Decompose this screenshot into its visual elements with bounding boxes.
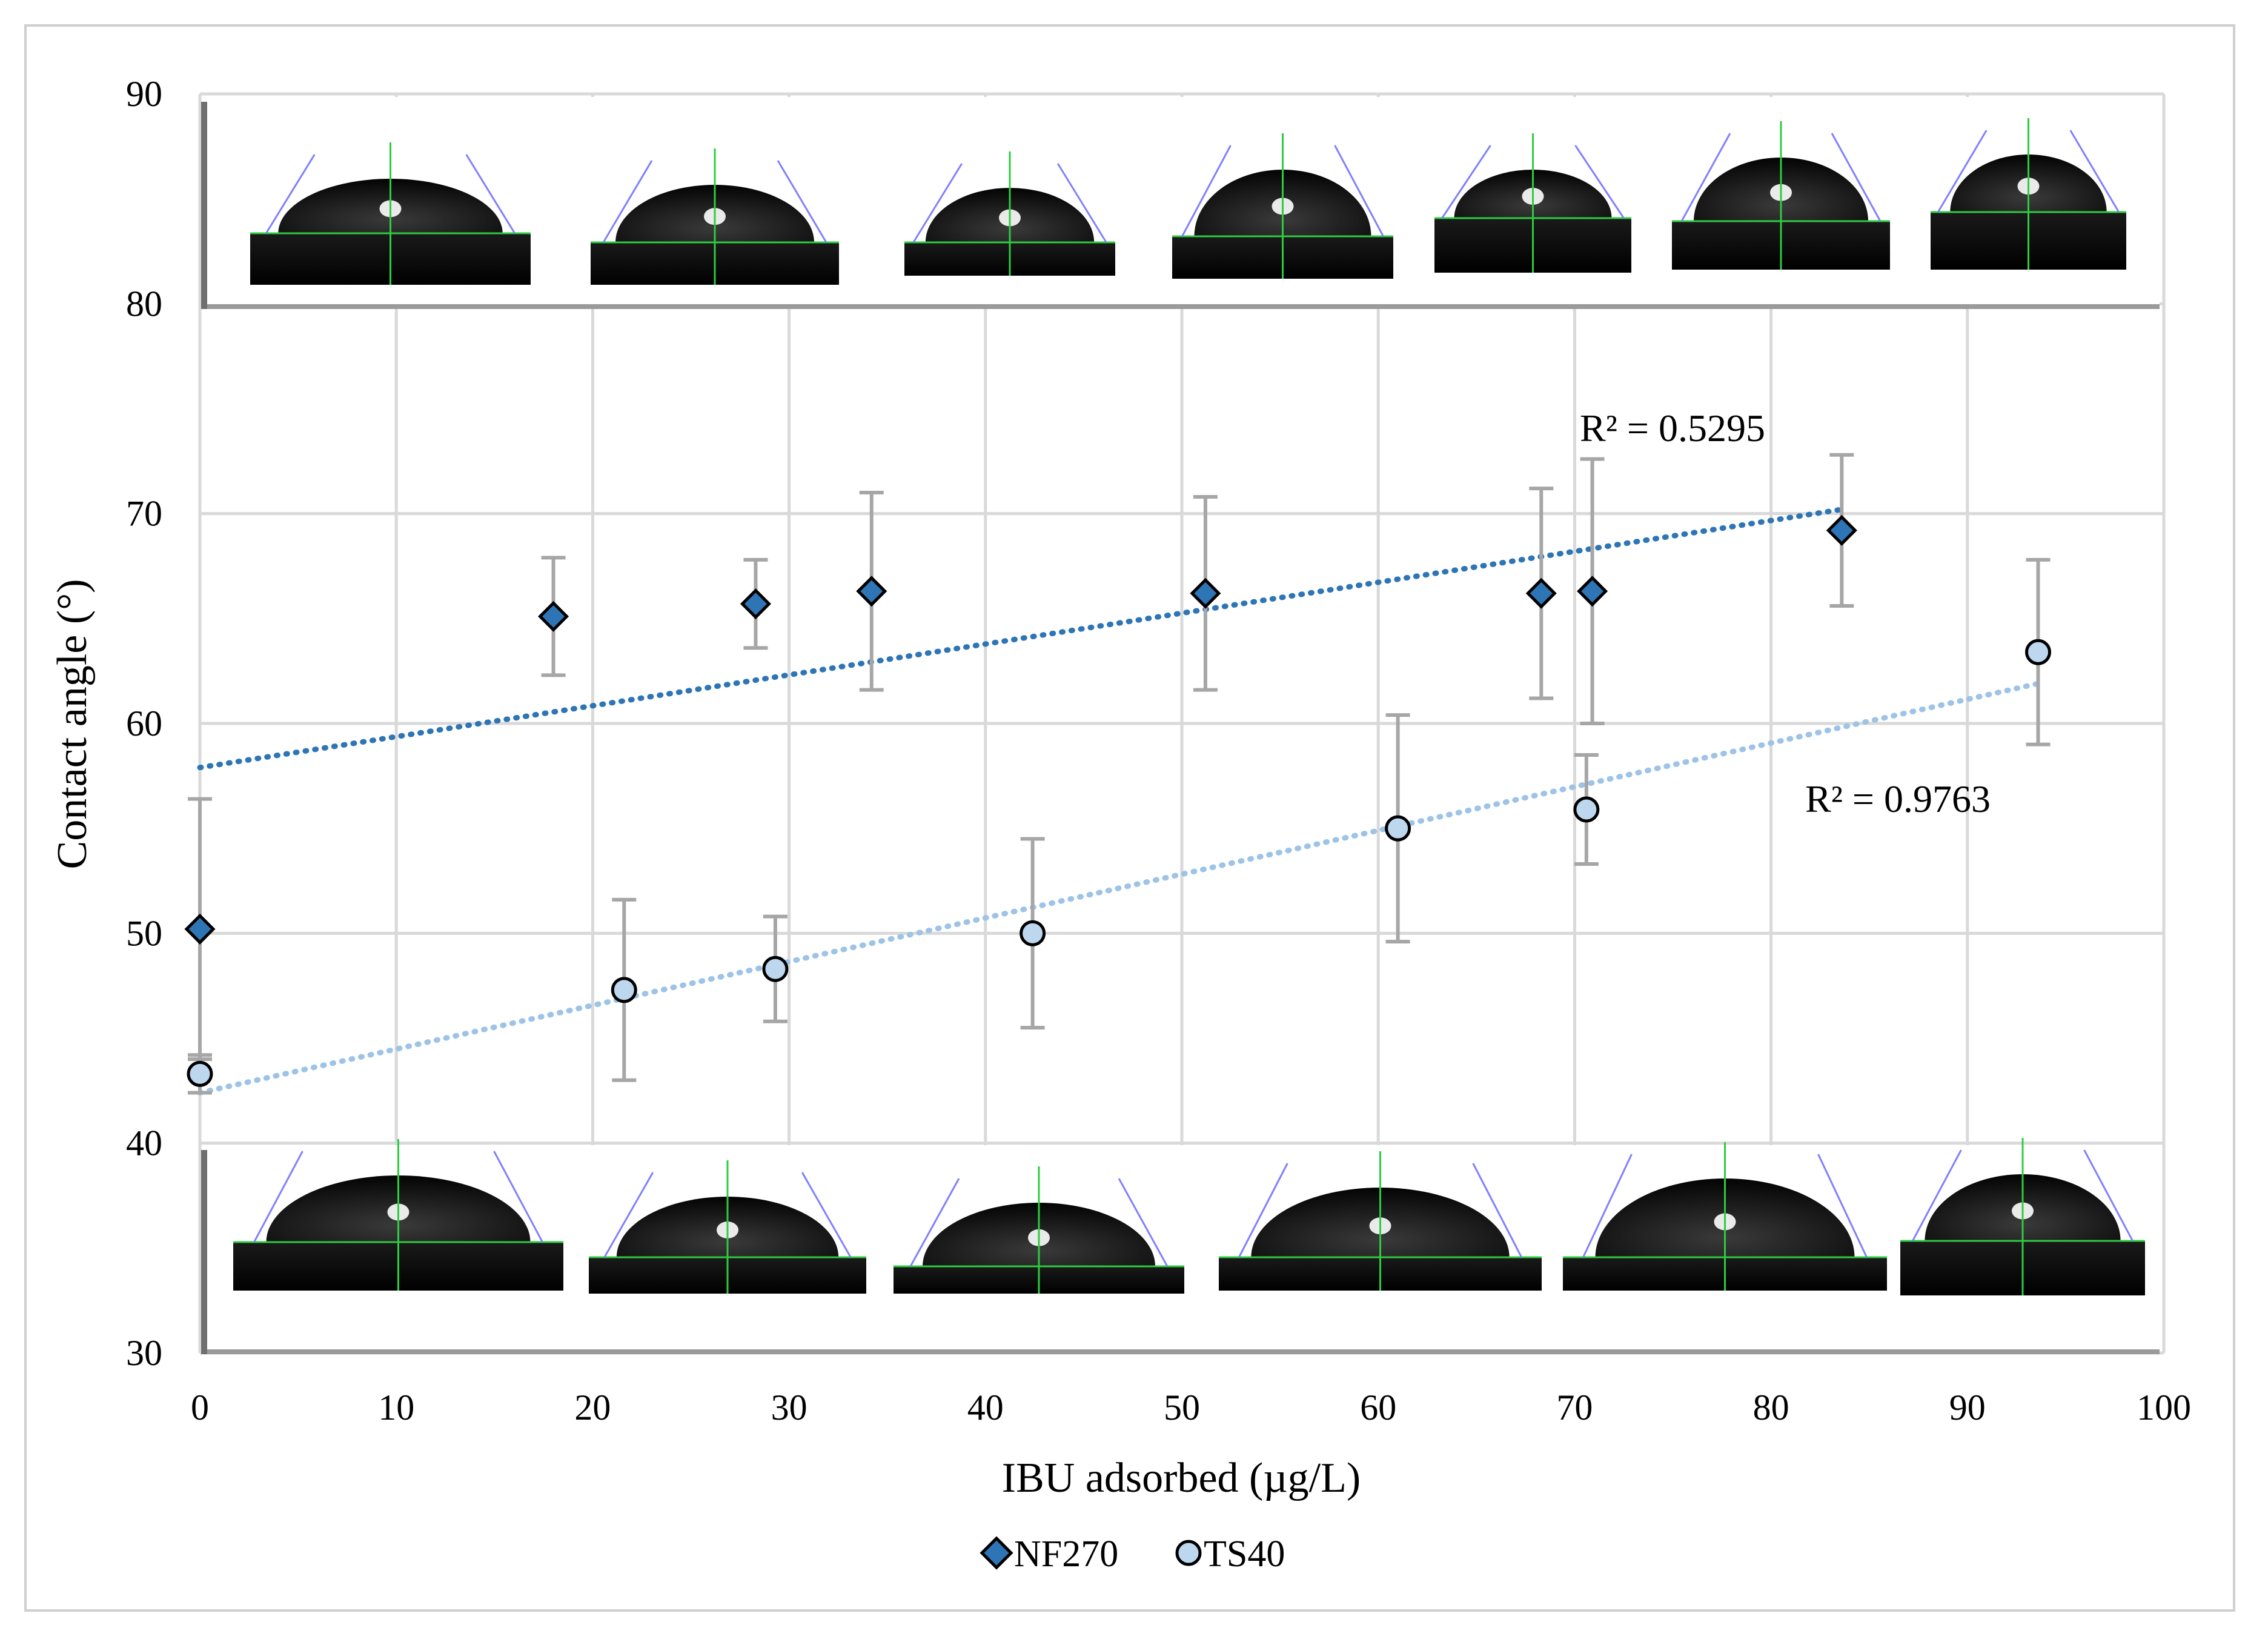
x-tick-label: 60 [1360, 1388, 1396, 1428]
y-tick-label: 60 [126, 703, 162, 743]
data-point-nf270 [740, 588, 772, 620]
legend-marker-nf270 [980, 1536, 1013, 1570]
tangent-marker [1441, 145, 1491, 219]
legend-label-ts40: TS40 [1204, 1534, 1285, 1575]
tangent-marker [1582, 1154, 1633, 1258]
trendlines [197, 507, 2041, 1096]
legend-label-nf270: NF270 [1014, 1534, 1118, 1575]
tangent-marker [2069, 130, 2120, 213]
tangent-marker [909, 1178, 960, 1267]
tangent-marker [1181, 145, 1232, 237]
data-point-ts40 [187, 1060, 213, 1087]
x-tick-label: 50 [1164, 1388, 1200, 1428]
x-tick-label: 40 [967, 1388, 1004, 1428]
tangent-marker [1817, 1154, 1868, 1258]
y-tick-label: 80 [126, 284, 162, 324]
x-axis-title: IBU adsorbed (µg/L) [1002, 1455, 1361, 1501]
data-point-nf270 [1525, 577, 1557, 609]
tangent-marker [465, 154, 516, 234]
droplet-photo [904, 151, 1115, 276]
droplet-photo [1563, 1142, 1887, 1291]
droplet-photo [591, 148, 839, 285]
tangent-marker [1118, 1178, 1169, 1267]
y-tick-label: 90 [126, 74, 162, 114]
x-tick-label: 10 [378, 1388, 414, 1428]
droplet-photo [589, 1160, 866, 1294]
legend-marker-ts40 [1175, 1540, 1202, 1566]
data-markers [184, 514, 2052, 1087]
legend: NF270 TS40 [980, 1534, 1285, 1575]
tick-labels: 0 10 20 30 40 50 60 70 80 90 100 30 40 50 60 70 80 90 [126, 74, 2191, 1428]
droplet-photo [1434, 133, 1631, 273]
data-point-ts40 [762, 956, 789, 982]
tangent-marker [1238, 1163, 1288, 1258]
y-tick-label: 50 [126, 913, 162, 953]
tangent-marker [1937, 130, 1988, 213]
photo-strip-shadow [207, 304, 2160, 309]
x-tick-label: 20 [574, 1388, 611, 1428]
data-point-nf270 [856, 576, 887, 607]
y-tick-label: 30 [126, 1333, 162, 1373]
tangent-marker [1056, 163, 1107, 243]
tangent-marker [602, 160, 653, 243]
droplet-photo [233, 1139, 563, 1291]
droplet-photo [894, 1166, 1184, 1294]
data-point-ts40 [2025, 639, 2052, 665]
x-tick-label: 70 [1556, 1388, 1593, 1428]
data-point-ts40 [1020, 920, 1046, 946]
data-point-ts40 [1573, 796, 1600, 823]
x-tick-label: 30 [771, 1388, 807, 1428]
x-tick-label: 90 [1949, 1388, 1986, 1428]
tangent-marker [265, 154, 316, 234]
data-point-nf270 [1826, 514, 1857, 546]
r2-label-nf270: R² = 0.5295 [1580, 407, 1765, 450]
data-point-ts40 [611, 977, 637, 1003]
trendline-nf270 [197, 507, 1845, 771]
tangent-marker [801, 1172, 852, 1258]
droplet-photo [1931, 118, 2126, 270]
tangent-marker [1831, 133, 1882, 222]
data-point-nf270 [538, 600, 569, 632]
droplet-photo-strip-bottom [201, 1138, 2160, 1354]
tangent-marker [603, 1172, 654, 1258]
tangent-marker [1334, 145, 1384, 237]
r2-label-ts40: R² = 0.9763 [1805, 777, 1991, 820]
photo-strip-shadow [201, 102, 207, 309]
tangent-marker [912, 163, 963, 243]
y-tick-label: 70 [126, 494, 162, 534]
data-point-nf270 [1190, 577, 1221, 609]
y-tick-label: 40 [126, 1123, 162, 1163]
tangent-marker [1574, 145, 1625, 219]
data-point-nf270 [1577, 576, 1608, 607]
droplet-photo [1672, 121, 1890, 270]
tangent-marker [2083, 1149, 2134, 1241]
x-tick-label: 100 [2137, 1388, 2191, 1428]
tangent-marker [253, 1151, 303, 1243]
tangent-marker [777, 160, 827, 243]
data-point-ts40 [1385, 815, 1411, 842]
trendline-ts40 [197, 680, 2041, 1096]
droplet-photo [1219, 1151, 1542, 1291]
photo-strip-shadow [207, 1349, 2160, 1354]
droplet-photo [1172, 133, 1393, 279]
photo-strip-shadow [201, 1150, 207, 1354]
tangent-marker [493, 1151, 543, 1243]
droplet-photo [250, 142, 531, 285]
droplet-photo [1900, 1138, 2145, 1295]
x-tick-label: 80 [1753, 1388, 1789, 1428]
tangent-marker [1472, 1163, 1523, 1258]
x-tick-label: 0 [191, 1388, 209, 1428]
tangent-marker [1912, 1149, 1962, 1241]
droplet-photo-strip-top [201, 97, 2160, 309]
tangent-marker [1680, 133, 1731, 222]
y-axis-title: Contact angle (°) [49, 579, 96, 869]
data-point-nf270 [184, 913, 216, 945]
